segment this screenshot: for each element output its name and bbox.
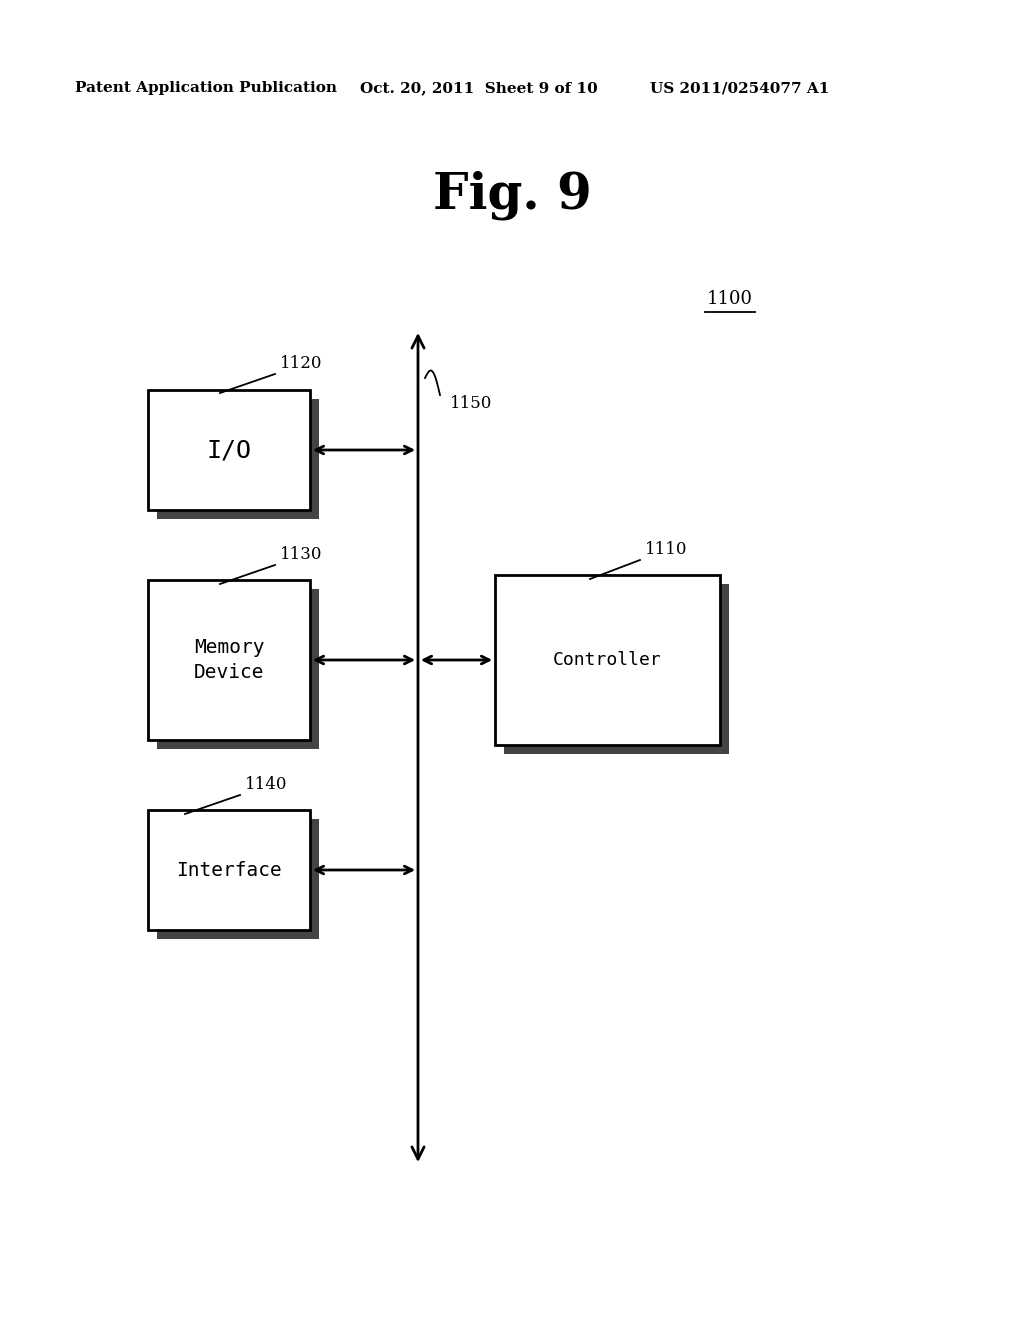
Text: 1100: 1100 [707, 290, 753, 308]
Text: US 2011/0254077 A1: US 2011/0254077 A1 [650, 81, 829, 95]
Bar [157, 818, 319, 939]
Text: 1110: 1110 [645, 541, 687, 558]
Text: 1120: 1120 [280, 355, 323, 372]
Bar [148, 389, 310, 510]
Text: Controller: Controller [553, 651, 662, 669]
Text: I/O: I/O [207, 438, 252, 462]
Text: Patent Application Publication: Patent Application Publication [75, 81, 337, 95]
Text: 1130: 1130 [280, 546, 323, 564]
Bar [495, 576, 720, 744]
Text: Fig. 9: Fig. 9 [432, 170, 592, 219]
Bar [157, 399, 319, 519]
Bar [504, 583, 729, 754]
Text: Memory
Device: Memory Device [194, 638, 264, 682]
Bar [148, 579, 310, 741]
Text: 1150: 1150 [450, 395, 493, 412]
Text: 1140: 1140 [245, 776, 288, 793]
Bar [148, 810, 310, 931]
Bar [157, 589, 319, 748]
Text: Oct. 20, 2011  Sheet 9 of 10: Oct. 20, 2011 Sheet 9 of 10 [360, 81, 598, 95]
Text: Interface: Interface [176, 861, 282, 879]
